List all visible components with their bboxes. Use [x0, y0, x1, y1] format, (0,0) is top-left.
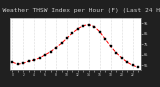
Text: Milwaukee Weather THSW Index per Hour (F) (Last 24 Hours): Milwaukee Weather THSW Index per Hour (F…	[0, 8, 160, 13]
